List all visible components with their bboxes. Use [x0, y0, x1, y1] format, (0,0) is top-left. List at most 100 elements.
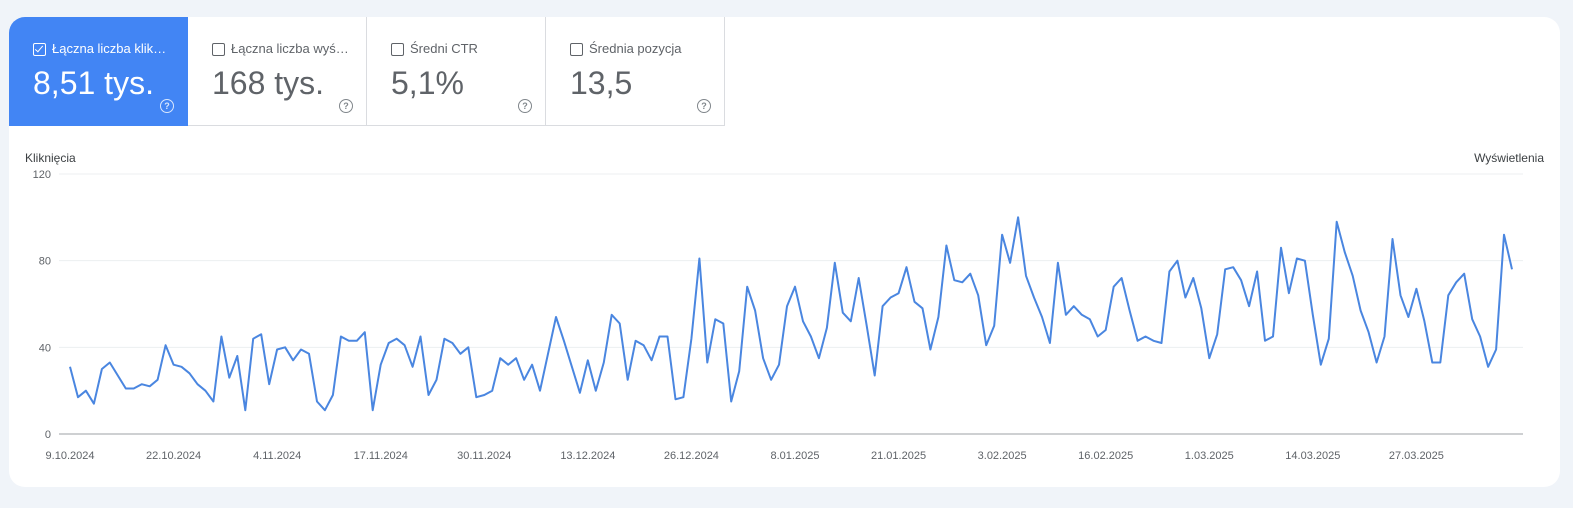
data-point[interactable]: [123, 386, 129, 392]
data-point[interactable]: [1437, 360, 1443, 366]
data-point[interactable]: [1047, 340, 1053, 346]
data-point[interactable]: [346, 338, 352, 344]
data-point[interactable]: [665, 334, 671, 340]
data-point[interactable]: [1286, 290, 1292, 296]
checkbox-icon[interactable]: [33, 43, 46, 56]
data-point[interactable]: [1374, 360, 1380, 366]
data-point[interactable]: [1087, 316, 1093, 322]
data-point[interactable]: [1238, 277, 1244, 283]
data-point[interactable]: [1190, 275, 1196, 281]
data-point[interactable]: [744, 284, 750, 290]
data-point[interactable]: [880, 303, 886, 309]
data-point[interactable]: [489, 388, 495, 394]
data-point[interactable]: [362, 329, 368, 335]
data-point[interactable]: [680, 394, 686, 400]
data-point[interactable]: [641, 342, 647, 348]
data-point[interactable]: [1278, 245, 1284, 251]
data-point[interactable]: [274, 347, 280, 353]
data-point[interactable]: [1039, 314, 1045, 320]
data-point[interactable]: [704, 360, 710, 366]
data-point[interactable]: [561, 338, 567, 344]
data-point[interactable]: [1127, 308, 1133, 314]
metric-average-position[interactable]: Średnia pozycja 13,5 ?: [546, 17, 725, 126]
data-point[interactable]: [688, 336, 694, 342]
data-point[interactable]: [171, 362, 177, 368]
data-point[interactable]: [441, 336, 447, 342]
data-point[interactable]: [1397, 292, 1403, 298]
data-point[interactable]: [569, 364, 575, 370]
data-point[interactable]: [577, 390, 583, 396]
data-point[interactable]: [609, 312, 615, 318]
data-point[interactable]: [218, 334, 224, 340]
series-line-clicks[interactable]: [69, 216, 1513, 412]
data-point[interactable]: [1366, 329, 1372, 335]
data-point[interactable]: [99, 366, 105, 372]
data-point[interactable]: [194, 381, 200, 387]
data-point[interactable]: [1302, 258, 1308, 264]
data-point[interactable]: [1174, 258, 1180, 264]
data-point[interactable]: [1342, 249, 1348, 255]
data-point[interactable]: [951, 277, 957, 283]
data-point[interactable]: [266, 381, 272, 387]
data-point[interactable]: [1453, 279, 1459, 285]
data-point[interactable]: [1477, 334, 1483, 340]
data-point[interactable]: [864, 323, 870, 329]
data-point[interactable]: [1206, 355, 1212, 361]
data-point[interactable]: [824, 325, 830, 331]
data-point[interactable]: [521, 377, 527, 383]
data-point[interactable]: [1262, 338, 1268, 344]
data-point[interactable]: [776, 362, 782, 368]
checkbox-icon[interactable]: [570, 43, 583, 56]
data-point[interactable]: [760, 355, 766, 361]
data-point[interactable]: [1254, 269, 1260, 275]
data-point[interactable]: [792, 284, 798, 290]
data-point[interactable]: [927, 347, 933, 353]
data-point[interactable]: [999, 232, 1005, 238]
help-circle-icon[interactable]: ?: [697, 99, 711, 113]
data-point[interactable]: [1222, 266, 1228, 272]
data-point[interactable]: [991, 323, 997, 329]
data-point[interactable]: [322, 407, 328, 413]
data-point[interactable]: [1150, 338, 1156, 344]
data-point[interactable]: [601, 360, 607, 366]
data-point[interactable]: [282, 344, 288, 350]
metric-average-ctr[interactable]: Średni CTR 5,1% ?: [367, 17, 546, 126]
data-point[interactable]: [1485, 364, 1491, 370]
metric-total-clicks[interactable]: Łączna liczba kliknięć 8,51 tys. ?: [9, 17, 188, 126]
data-point[interactable]: [505, 362, 511, 368]
data-point[interactable]: [1445, 292, 1451, 298]
data-point[interactable]: [1429, 360, 1435, 366]
data-point[interactable]: [250, 336, 256, 342]
data-point[interactable]: [1318, 362, 1324, 368]
data-point[interactable]: [1246, 303, 1252, 309]
data-point[interactable]: [816, 355, 822, 361]
data-point[interactable]: [1461, 271, 1467, 277]
data-point[interactable]: [258, 331, 264, 337]
data-point[interactable]: [1031, 295, 1037, 301]
data-point[interactable]: [911, 299, 917, 305]
data-point[interactable]: [370, 407, 376, 413]
data-point[interactable]: [497, 355, 503, 361]
data-point[interactable]: [967, 271, 973, 277]
data-point[interactable]: [1230, 264, 1236, 270]
data-point[interactable]: [1198, 305, 1204, 311]
data-point[interactable]: [202, 388, 208, 394]
help-circle-icon[interactable]: ?: [160, 99, 174, 113]
data-point[interactable]: [712, 316, 718, 322]
data-point[interactable]: [633, 338, 639, 344]
data-point[interactable]: [234, 353, 240, 359]
data-point[interactable]: [410, 364, 416, 370]
data-point[interactable]: [553, 314, 559, 320]
data-point[interactable]: [1135, 338, 1141, 344]
metric-total-impressions[interactable]: Łączna liczba wyświetleń 168 tys. ?: [188, 17, 367, 126]
data-point[interactable]: [1214, 331, 1220, 337]
data-point[interactable]: [1166, 269, 1172, 275]
data-point[interactable]: [418, 334, 424, 340]
data-point[interactable]: [768, 377, 774, 383]
data-point[interactable]: [1023, 273, 1029, 279]
data-point[interactable]: [426, 392, 432, 398]
data-point[interactable]: [545, 351, 551, 357]
data-point[interactable]: [457, 351, 463, 357]
data-point[interactable]: [473, 394, 479, 400]
data-point[interactable]: [1143, 334, 1149, 340]
